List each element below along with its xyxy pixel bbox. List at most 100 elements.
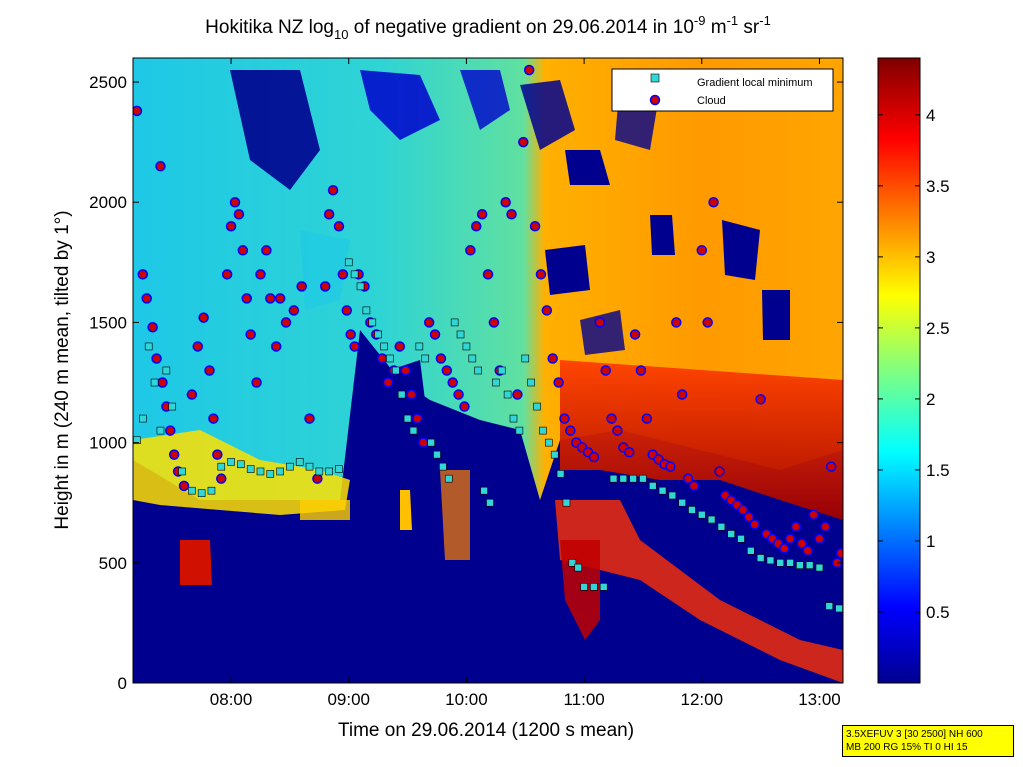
cloud-point xyxy=(641,413,653,424)
colorbar-tick-label: 2.5 xyxy=(926,319,950,338)
gradient-min-point xyxy=(545,438,553,447)
x-tick-label: 12:00 xyxy=(681,690,724,709)
gradient-min-point xyxy=(256,467,265,476)
cloud-point xyxy=(151,353,162,364)
x-axis-label: Time on 29.06.2014 (1200 s mean) xyxy=(338,720,634,741)
cloud-point xyxy=(600,365,611,376)
gradient-min-point xyxy=(717,522,726,531)
cloud-point xyxy=(702,317,713,328)
cloud-point xyxy=(488,317,500,328)
cloud-point xyxy=(441,365,453,376)
cloud-point xyxy=(168,449,180,460)
cloud-point xyxy=(165,425,176,436)
cloud-point xyxy=(612,425,623,436)
cloud-point xyxy=(594,317,606,328)
gradient-min-point xyxy=(805,561,814,570)
cloud-point xyxy=(696,245,708,256)
gradient-min-point xyxy=(550,450,559,459)
cloud-point xyxy=(349,341,360,352)
cloud-point xyxy=(588,451,600,463)
gradient-min-point xyxy=(276,467,284,476)
cloud-point xyxy=(606,413,617,424)
cloud-point xyxy=(447,377,458,388)
gradient-min-point xyxy=(286,462,294,471)
cloud-point xyxy=(671,317,682,328)
gradient-min-point xyxy=(480,486,488,495)
gradient-min-point xyxy=(356,282,365,291)
gradient-min-point xyxy=(776,559,785,567)
cloud-point xyxy=(688,480,700,492)
x-tick-label: 09:00 xyxy=(327,690,370,709)
legend-circle-icon xyxy=(649,94,661,106)
cloud-point xyxy=(141,293,152,304)
cloud-point xyxy=(333,221,345,232)
info-box: 3.5XEFUV 3 [30 2500] NH 600 MB 200 RG 15… xyxy=(842,725,1014,757)
cloud-point xyxy=(796,538,808,549)
cloud-point xyxy=(186,389,198,400)
gradient-min-point xyxy=(796,561,804,570)
cloud-point xyxy=(382,377,394,388)
gradient-min-point xyxy=(246,465,255,473)
cloud-point xyxy=(137,269,149,280)
colorbar-tick-label: 3.5 xyxy=(926,177,950,196)
cloud-point xyxy=(470,221,482,232)
gradient-min-point xyxy=(295,458,304,466)
cloud-point xyxy=(629,329,641,340)
legend-entry-gradient: Gradient local minimum xyxy=(697,77,813,89)
cloud-point xyxy=(518,136,529,148)
gradient-min-point xyxy=(450,318,459,327)
cloud-point xyxy=(319,281,331,292)
gradient-min-point xyxy=(374,330,382,339)
cloud-point xyxy=(814,533,825,545)
cloud-point xyxy=(274,293,286,304)
info-line-1: 3.5XEFUV 3 [30 2500] NH 600 xyxy=(846,729,983,740)
cloud-point xyxy=(535,269,547,280)
gradient-min-point xyxy=(786,559,794,567)
cloud-point xyxy=(400,365,411,376)
gradient-min-point xyxy=(678,498,686,507)
y-tick-label: 1000 xyxy=(89,434,127,453)
legend: Gradient local minimum Cloud xyxy=(611,68,834,112)
gradient-min-point xyxy=(609,474,618,483)
gradient-min-point xyxy=(648,482,657,490)
cloud-point xyxy=(155,160,166,172)
cloud-point xyxy=(453,389,464,400)
cloud-point xyxy=(541,305,553,316)
gradient-min-point xyxy=(556,470,565,478)
gradient-min-point xyxy=(468,354,477,363)
gradient-min-point xyxy=(421,354,430,363)
gradient-min-point xyxy=(305,462,314,471)
gradient-min-point xyxy=(162,366,171,375)
plot-frame xyxy=(132,57,844,684)
gradient-min-point xyxy=(325,467,333,476)
cloud-point xyxy=(500,196,511,208)
cloud-point xyxy=(133,105,143,117)
cloud-point xyxy=(296,281,307,292)
gradient-min-point xyxy=(658,486,667,495)
gradient-min-point xyxy=(335,465,343,473)
cloud-point xyxy=(312,473,323,484)
gradient-min-point xyxy=(462,342,471,351)
cloud-point xyxy=(835,547,843,559)
cloud-point xyxy=(737,504,749,516)
gradient-min-point xyxy=(727,530,736,538)
cloud-point xyxy=(221,269,233,280)
gradient-min-point xyxy=(639,474,647,483)
cloud-point xyxy=(265,293,276,304)
cloud-point xyxy=(394,341,405,352)
cloud-point xyxy=(708,196,719,208)
gradient-min-point xyxy=(737,534,745,543)
cloud-point xyxy=(743,511,755,523)
gradient-min-point xyxy=(266,470,275,478)
gradient-min-point xyxy=(197,489,206,497)
gradient-min-point xyxy=(697,510,706,519)
colorbar-ticks: 0.5 1 1.5 2 2.5 3 3.5 4 xyxy=(878,106,950,622)
cloud-point xyxy=(251,377,262,388)
cloud-point xyxy=(208,413,219,424)
gradient-min-point xyxy=(156,426,165,435)
colorbar xyxy=(877,57,921,684)
cloud-point xyxy=(341,305,353,316)
gradient-min-point xyxy=(815,563,824,572)
cloud-point xyxy=(778,543,790,554)
colorbar-tick-label: 4 xyxy=(926,106,935,125)
